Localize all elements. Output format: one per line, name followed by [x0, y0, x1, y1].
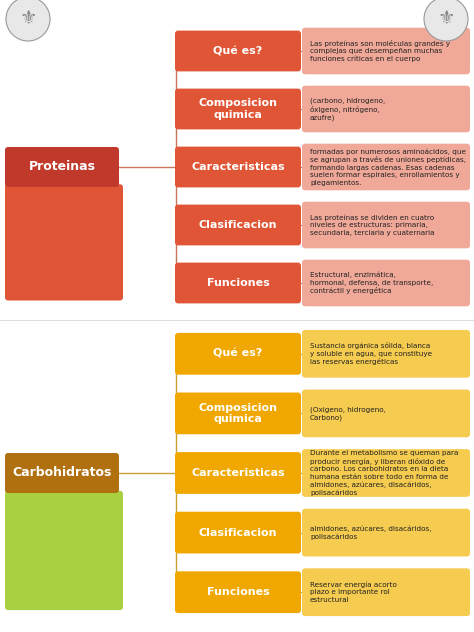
FancyBboxPatch shape	[302, 202, 470, 248]
Circle shape	[424, 0, 468, 41]
Text: Caracteristicas: Caracteristicas	[191, 162, 285, 172]
FancyBboxPatch shape	[175, 512, 301, 554]
FancyBboxPatch shape	[302, 28, 470, 75]
Text: Qué es?: Qué es?	[213, 46, 263, 56]
Text: Qué es?: Qué es?	[213, 349, 263, 359]
FancyBboxPatch shape	[175, 392, 301, 434]
Text: formadas por numerosos aminoácidos, que
se agrupan a través de uniones peptídica: formadas por numerosos aminoácidos, que …	[310, 148, 466, 186]
FancyBboxPatch shape	[302, 509, 470, 556]
Text: Clasificacion: Clasificacion	[199, 220, 277, 230]
FancyBboxPatch shape	[302, 260, 470, 307]
Text: almidones, azúcares, disacáridos,
polisacáridos: almidones, azúcares, disacáridos, polisa…	[310, 525, 431, 540]
FancyBboxPatch shape	[175, 88, 301, 130]
FancyBboxPatch shape	[302, 568, 470, 616]
FancyBboxPatch shape	[175, 571, 301, 613]
Text: Funciones: Funciones	[207, 278, 269, 288]
FancyBboxPatch shape	[175, 205, 301, 245]
FancyBboxPatch shape	[5, 491, 123, 610]
FancyBboxPatch shape	[175, 452, 301, 494]
Text: Durante el metabolismo se queman para
producir energía, y liberan dióxido de
car: Durante el metabolismo se queman para pr…	[310, 450, 458, 496]
Text: Proteinas: Proteinas	[28, 161, 95, 174]
Text: Reservar energía acorto
plazo e importante rol
estructural: Reservar energía acorto plazo e importan…	[310, 581, 397, 603]
Text: (carbono, hidrogeno,
óxigeno, nitrógeno,
azufre): (carbono, hidrogeno, óxigeno, nitrógeno,…	[310, 97, 385, 121]
Text: Caracteristicas: Caracteristicas	[191, 468, 285, 478]
FancyBboxPatch shape	[302, 143, 470, 190]
FancyBboxPatch shape	[175, 30, 301, 71]
FancyBboxPatch shape	[175, 333, 301, 375]
Text: ⚜: ⚜	[19, 9, 37, 28]
Text: Carbohidratos: Carbohidratos	[12, 466, 112, 480]
Text: Las proteínas se dividen en cuatro
niveles de estructuras: primaria,
secundaria,: Las proteínas se dividen en cuatro nivel…	[310, 214, 435, 236]
FancyBboxPatch shape	[302, 389, 470, 437]
Text: Composicion
quimica: Composicion quimica	[199, 403, 277, 424]
FancyBboxPatch shape	[302, 449, 470, 497]
Circle shape	[6, 0, 50, 41]
Text: Clasificacion: Clasificacion	[199, 528, 277, 538]
Text: Composicion
quimica: Composicion quimica	[199, 98, 277, 120]
Text: ⚜: ⚜	[437, 9, 455, 28]
FancyBboxPatch shape	[5, 185, 123, 300]
Text: Estructural, enzimática,
hormonal, defensa, de transporte,
contráctil y energéti: Estructural, enzimática, hormonal, defen…	[310, 272, 433, 295]
FancyBboxPatch shape	[302, 86, 470, 132]
Text: (Oxigeno, hidrogeno,
Carbono): (Oxigeno, hidrogeno, Carbono)	[310, 406, 386, 421]
Text: Las proteínas son moléculas grandes y
complejas que desempeñan muchas
funciones : Las proteínas son moléculas grandes y co…	[310, 40, 450, 63]
FancyBboxPatch shape	[302, 330, 470, 378]
FancyBboxPatch shape	[5, 147, 119, 187]
Text: Funciones: Funciones	[207, 587, 269, 597]
FancyBboxPatch shape	[175, 263, 301, 303]
FancyBboxPatch shape	[175, 147, 301, 188]
FancyBboxPatch shape	[5, 453, 119, 493]
Text: Sustancia orgánica sólida, blanca
y soluble en agua, que constituye
las reservas: Sustancia orgánica sólida, blanca y solu…	[310, 342, 432, 365]
